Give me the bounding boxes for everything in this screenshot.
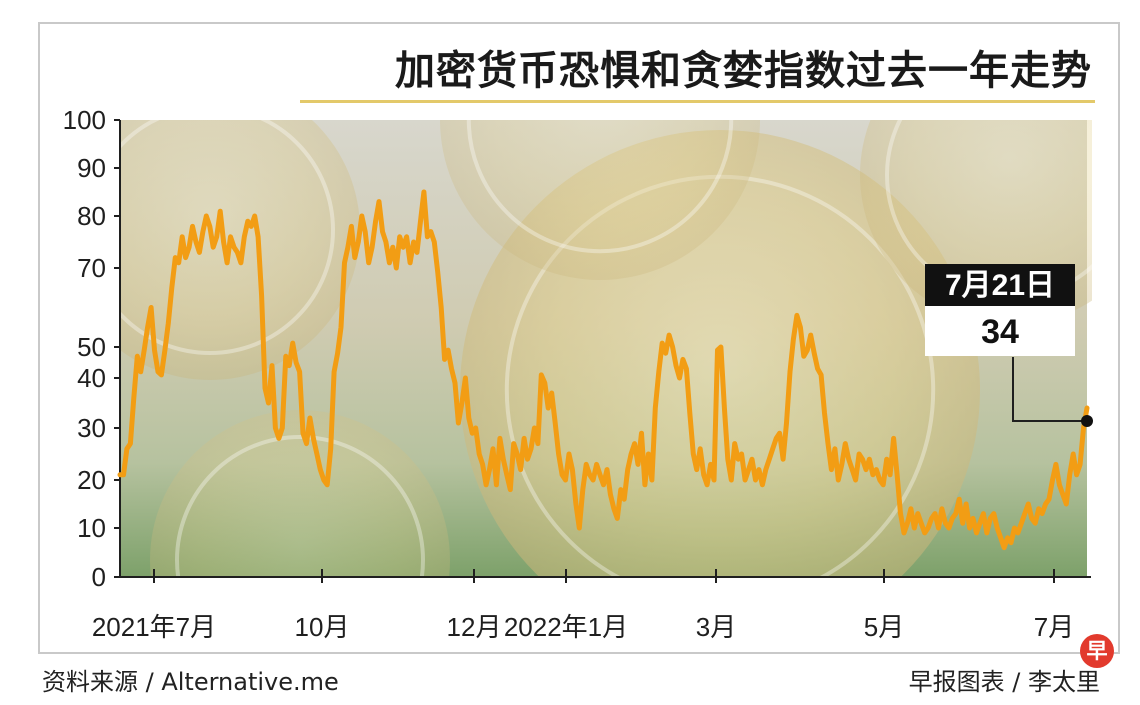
x-tick-label: 2022年1月	[504, 612, 628, 642]
x-tick-label: 12月	[447, 612, 502, 642]
y-tick-label: 90	[77, 153, 106, 183]
callout-date-box	[925, 264, 1075, 306]
coin-shape-4	[150, 410, 450, 577]
callout-leader-line	[1012, 357, 1087, 422]
x-tick-label: 5月	[864, 612, 904, 642]
x-tick-label: 10月	[295, 612, 350, 642]
series-line-fear-greed	[117, 189, 1090, 551]
y-tick-label: 20	[77, 465, 106, 495]
coin-shape-2	[440, 120, 760, 280]
title-underline	[300, 100, 1095, 103]
x-tick-label: 2021年7月	[92, 612, 216, 642]
callout-date: 7月21日	[945, 269, 1055, 302]
callout-value-box	[925, 306, 1075, 356]
y-tick-label: 100	[63, 105, 106, 135]
x-tick-label: 3月	[696, 612, 736, 642]
chart-title: 加密货币恐惧和贪婪指数过去一年走势	[395, 48, 1092, 94]
y-tick-label: 30	[77, 413, 106, 443]
source-note: 资料来源 / Alternative.me	[42, 668, 339, 696]
coin-shape-1	[120, 120, 360, 380]
x-tick-label: 7月	[1034, 612, 1074, 642]
credit-note: 早报图表 / 李太里	[908, 668, 1100, 696]
y-tick-label: 40	[77, 363, 106, 393]
last-point-marker	[1081, 415, 1093, 427]
y-tick-label: 0	[92, 562, 106, 592]
zaobao-logo-icon: 早	[1080, 634, 1114, 668]
y-tick-label: 70	[77, 253, 106, 283]
y-tick-label: 10	[77, 513, 106, 543]
y-tick-label: 80	[77, 201, 106, 231]
y-tick-label: 50	[77, 332, 106, 362]
callout-value: 34	[981, 313, 1019, 351]
